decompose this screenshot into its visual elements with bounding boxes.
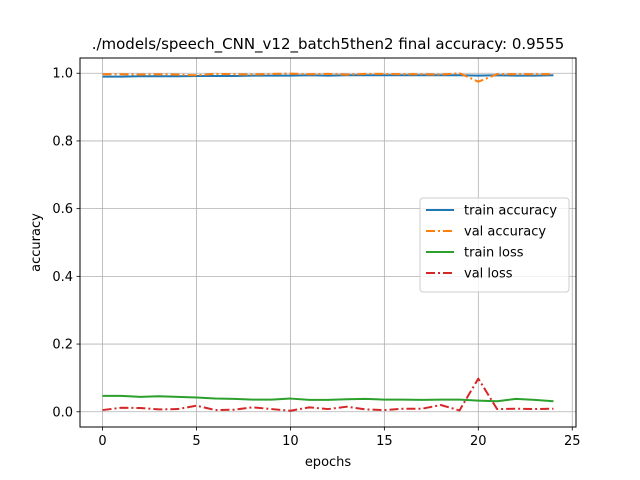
y-tick-label: 0.2 <box>52 338 73 353</box>
y-tick-label: 0.4 <box>52 270 73 285</box>
x-tick-label: 10 <box>282 434 299 449</box>
x-tick-label: 5 <box>192 434 200 449</box>
y-axis-label: accuracy <box>29 213 44 272</box>
x-tick-label: 25 <box>564 434 581 449</box>
x-tick-label: 20 <box>470 434 487 449</box>
axis-ticks: 0 5 10 15 20 25 0.0 0.2 0.4 0.6 0.8 1.0 <box>52 67 580 449</box>
series-line-val-loss <box>102 377 554 412</box>
y-tick-label: 0.8 <box>52 134 73 149</box>
legend: train accuracy val accuracy train loss val … <box>419 197 570 293</box>
chart-title: ./models/speech_CNN_v12_batch5then2 fina… <box>92 35 565 54</box>
x-axis-label: epochs <box>305 455 352 470</box>
legend-label: val accuracy <box>464 225 546 240</box>
y-tick-label: 1.0 <box>52 67 73 82</box>
legend-label: train accuracy <box>464 204 557 219</box>
y-tick-label: 0.6 <box>52 202 73 217</box>
series-lines <box>102 72 554 412</box>
series-line-train-loss <box>102 394 554 403</box>
legend-box <box>419 197 570 293</box>
series-line-val-accuracy <box>102 72 554 83</box>
series-line-train-accuracy <box>102 74 554 78</box>
x-tick-label: 15 <box>376 434 393 449</box>
plot-frame <box>79 57 577 428</box>
legend-label: train loss <box>464 246 524 261</box>
legend-label: val loss <box>464 267 513 282</box>
x-tick-label: 0 <box>98 434 106 449</box>
y-tick-label: 0.0 <box>52 405 73 420</box>
